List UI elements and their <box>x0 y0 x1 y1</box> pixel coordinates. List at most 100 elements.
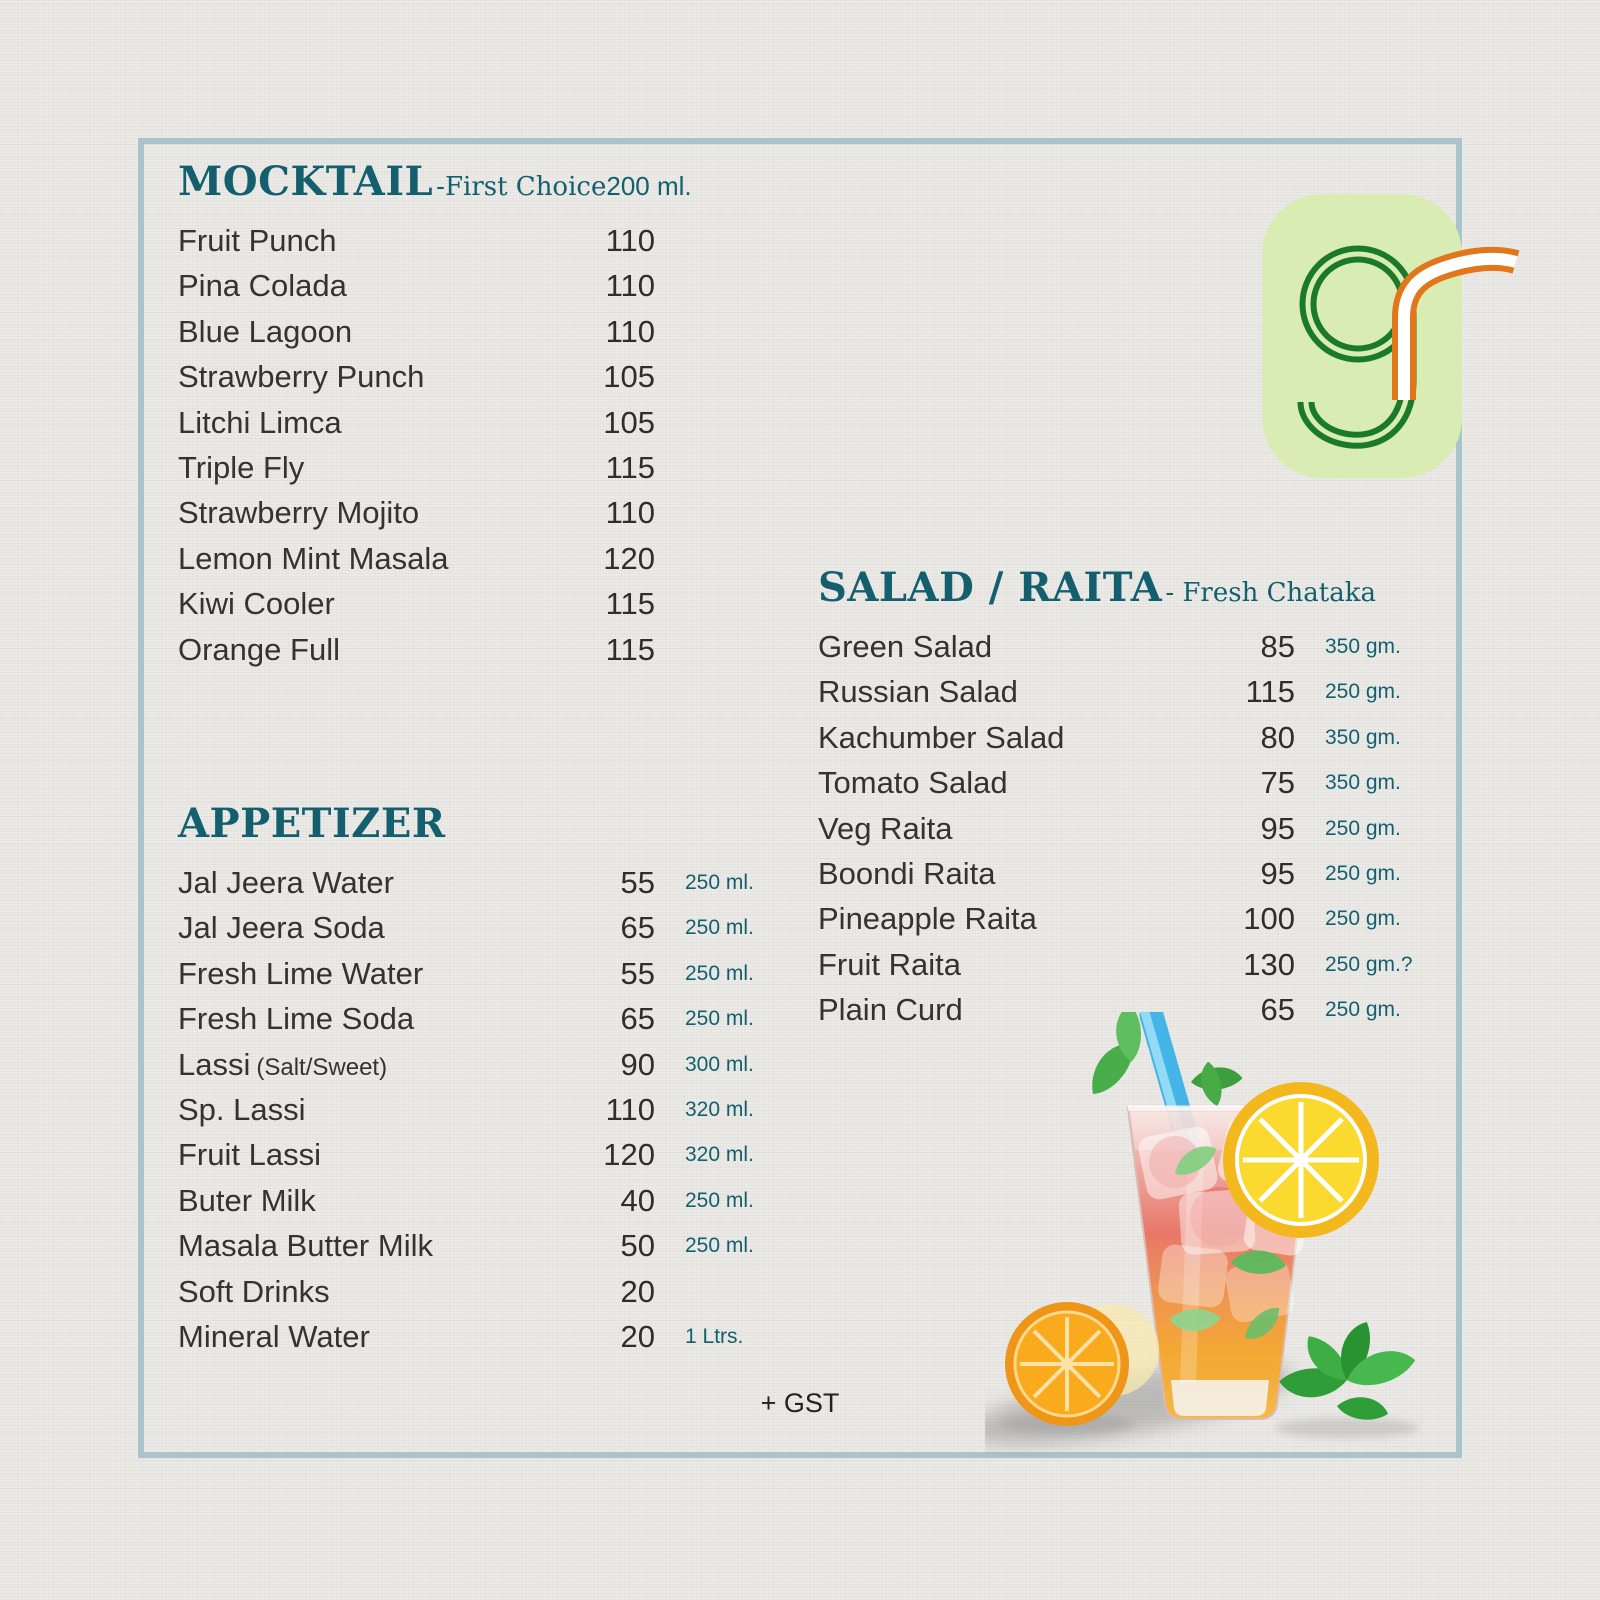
item-unit <box>655 311 763 356</box>
item-unit: 300 ml. <box>685 1052 754 1076</box>
item-name-cell: Masala Butter Milk <box>178 1225 563 1270</box>
item-unit <box>655 1271 763 1316</box>
menu-item-row: Fresh Lime Water 55 250 ml. <box>178 953 763 998</box>
menu-list: Fruit Punch 110 Pina Colada 110 Blue Lagoon 1… <box>178 220 763 674</box>
item-name: Jal Jeera Water <box>178 865 394 900</box>
item-name: Fruit Raita <box>818 946 961 982</box>
item-price: 20 <box>620 1319 655 1355</box>
item-name: Fresh Lime Water <box>178 955 424 991</box>
mocktail-drink-photo <box>985 1012 1419 1446</box>
item-price: 130 <box>1243 946 1295 982</box>
menu-item-row: Boondi Raita 95 250 gm. <box>818 853 1403 898</box>
item-price: 55 <box>620 865 655 900</box>
menu-item-row: Plain Curd 65 250 gm. <box>818 989 1403 1034</box>
item-name: Fruit Lassi <box>178 1137 321 1173</box>
item-name: Strawberry Mojito <box>178 495 420 531</box>
menu-item-row: Lassi (Salt/Sweet) 90 300 ml. <box>178 1044 763 1089</box>
item-name: Lemon Mint Masala <box>178 540 449 576</box>
item-unit <box>655 538 763 583</box>
item-price: 110 <box>605 313 655 349</box>
item-price: 95 <box>1260 810 1295 846</box>
section-header: SALAD / RAITA - Fresh Chataka <box>818 564 1403 616</box>
section-title: APPETIZER <box>178 800 446 847</box>
item-price: 100 <box>1243 901 1295 937</box>
item-price: 115 <box>605 450 655 486</box>
section-subtitle: -First Choice <box>436 172 607 202</box>
item-unit: 250 gm. <box>1325 907 1401 931</box>
item-name: Kachumber Salad <box>818 719 1065 755</box>
item-price: 75 <box>1260 765 1295 801</box>
item-unit: 1 Ltrs. <box>685 1325 744 1349</box>
item-name-cell: Jal Jeera Water <box>178 862 563 907</box>
item-name: Plain Curd <box>818 992 963 1028</box>
item-price: 115 <box>1245 674 1295 710</box>
menu-item-row: Mineral Water 20 1 Ltrs. <box>178 1316 763 1361</box>
item-unit: 250 ml. <box>685 1234 754 1258</box>
item-name-cell: Litchi Limca <box>178 402 563 447</box>
item-name: Tomato Salad <box>818 765 1008 801</box>
item-price: 90 <box>620 1046 655 1082</box>
item-name-cell: Blue Lagoon <box>178 311 563 356</box>
item-price: 110 <box>605 495 655 531</box>
item-name: Fruit Punch <box>178 223 337 258</box>
menu-item-row: Green Salad 85 350 gm. <box>818 626 1403 671</box>
item-name-cell: Lassi (Salt/Sweet) <box>178 1044 563 1089</box>
item-name: Kiwi Cooler <box>178 586 335 622</box>
menu-item-row: Strawberry Punch 105 <box>178 356 763 401</box>
menu-item-row: Tomato Salad 75 350 gm. <box>818 762 1403 807</box>
item-name: Orange Full <box>178 631 340 667</box>
item-unit <box>655 629 763 674</box>
item-unit <box>655 265 763 310</box>
item-name-cell: Strawberry Mojito <box>178 492 563 537</box>
item-price: 80 <box>1260 719 1295 755</box>
menu-item-row: Orange Full 115 <box>178 629 763 674</box>
item-name: Pina Colada <box>178 268 347 304</box>
menu-item-row: Jal Jeera Water 55 250 ml. <box>178 862 763 907</box>
item-name: Fresh Lime Soda <box>178 1001 415 1037</box>
brand-logo g-monogram-icon <box>1262 194 1520 478</box>
item-name-cell: Plain Curd <box>818 989 1203 1034</box>
item-name-cell: Fruit Raita <box>818 944 1203 989</box>
item-unit: 250 gm. <box>1325 680 1401 704</box>
item-price: 120 <box>603 1137 655 1173</box>
item-price: 65 <box>620 1001 655 1037</box>
item-unit <box>655 583 763 628</box>
item-name: Pineapple Raita <box>818 901 1037 937</box>
menu-item-row: Fruit Punch 110 <box>178 220 763 265</box>
item-unit: 250 ml. <box>685 871 754 894</box>
section-title: SALAD / RAITA <box>818 564 1163 611</box>
item-unit: 250 gm. <box>1325 816 1401 840</box>
item-name-cell: Veg Raita <box>818 808 1203 853</box>
item-name-cell: Russian Salad <box>818 671 1203 716</box>
menu-item-row: Triple Fly 115 <box>178 447 763 492</box>
section-appetizer: APPETIZER Jal Jeera Water 55 250 ml. Jal Je… <box>178 800 763 1361</box>
item-name: Blue Lagoon <box>178 313 353 349</box>
item-price: 115 <box>605 631 655 667</box>
item-note: (Salt/Sweet) <box>256 1053 388 1081</box>
item-name-cell: Lemon Mint Masala <box>178 538 563 583</box>
item-price: 120 <box>603 540 655 576</box>
menu-item-row: Litchi Limca 105 <box>178 402 763 447</box>
menu-item-row: Soft Drinks 20 <box>178 1271 763 1316</box>
item-unit: 320 ml. <box>685 1143 754 1167</box>
section-header: APPETIZER <box>178 800 763 852</box>
item-name: Strawberry Punch <box>178 359 425 395</box>
item-unit: 350 gm. <box>1325 771 1401 795</box>
menu-item-row: Fruit Raita 130 250 gm.? <box>818 944 1413 989</box>
section-size-header: 200 ml. <box>606 171 692 201</box>
item-name: Litchi Limca <box>178 404 342 440</box>
item-name: Masala Butter Milk <box>178 1228 433 1264</box>
item-unit: 250 gm. <box>1325 998 1401 1022</box>
menu-item-row: Buter Milk 40 250 ml. <box>178 1180 763 1225</box>
item-price: 50 <box>620 1228 655 1264</box>
item-name: Sp. Lassi <box>178 1092 306 1128</box>
section-header: MOCKTAIL -First Choice 200 ml. <box>178 158 763 210</box>
item-unit <box>655 220 763 265</box>
item-unit: 250 ml. <box>685 1007 754 1031</box>
section-salad-raita: SALAD / RAITA - Fresh Chataka Green Sala… <box>818 564 1413 1035</box>
item-name: Buter Milk <box>178 1182 316 1218</box>
page-border-frame <box>138 138 1462 1458</box>
item-name-cell: Pineapple Raita <box>818 898 1203 943</box>
item-unit <box>655 402 763 447</box>
